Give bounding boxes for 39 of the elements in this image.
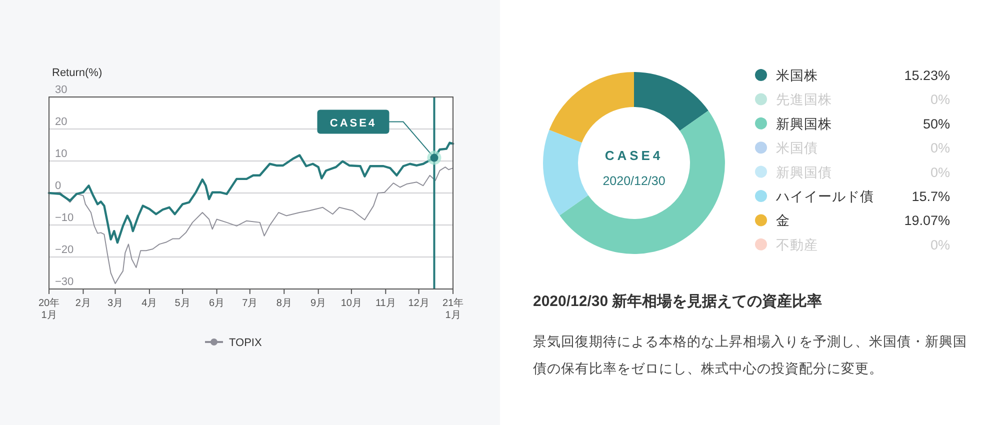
x-tick-label: 20年 1月	[38, 297, 60, 321]
donut-slice	[543, 130, 588, 216]
donut-slice	[549, 72, 634, 143]
donut-slice	[634, 72, 708, 131]
legend-label: TOPIX	[229, 337, 262, 349]
data-label: 15.23%	[904, 68, 950, 83]
x-tick-label: 3月	[107, 298, 124, 309]
y-tick-label: −30	[55, 276, 74, 288]
x-tick-label: 6月	[209, 298, 225, 309]
y-tick-label: 30	[55, 84, 68, 96]
data-label: 15.7%	[912, 189, 950, 204]
x-tick-label: 5月	[174, 298, 190, 309]
y-tick-label: −20	[55, 244, 74, 256]
data-label: 50%	[922, 116, 950, 132]
x-tick-label: 2月	[75, 298, 91, 309]
y-axis-title: Return(%)	[52, 67, 102, 79]
annotation: CASE4	[330, 117, 377, 130]
x-tick-label: 8月	[276, 298, 292, 309]
x-tick-label: 11月	[375, 298, 396, 309]
x-tick-label: 4月	[142, 298, 158, 309]
legend-label: 金	[776, 213, 790, 228]
y-tick-label: 0	[55, 180, 62, 192]
legend-label: 新興国株	[776, 116, 832, 132]
x-tick-label: 21年 1月	[442, 297, 464, 321]
legend-label: ハイイールド債	[775, 189, 874, 204]
text: 2020/12/30	[602, 174, 666, 188]
text: 2020/12/30 新年相場を見据えての資産比率	[533, 292, 822, 310]
legend-label: 米国株	[776, 68, 818, 83]
x-tick-label: 10月	[340, 298, 362, 309]
text: 景気回復期待による本格的な上昇相場入りを予測し、米国債・新興国債の保有比率をゼロにし、株式中心の投資配分に変更。	[533, 334, 967, 376]
y-tick-label: −10	[55, 212, 74, 224]
x-tick-label: 9月	[310, 298, 326, 309]
donut-slice	[560, 110, 725, 254]
data-label: 19.07%	[904, 213, 950, 228]
x-tick-label: 7月	[242, 298, 258, 309]
x-tick-label: 12月	[408, 298, 430, 309]
y-tick-label: 20	[55, 116, 68, 128]
text: CASE4	[604, 148, 664, 163]
y-tick-label: 10	[55, 148, 68, 160]
